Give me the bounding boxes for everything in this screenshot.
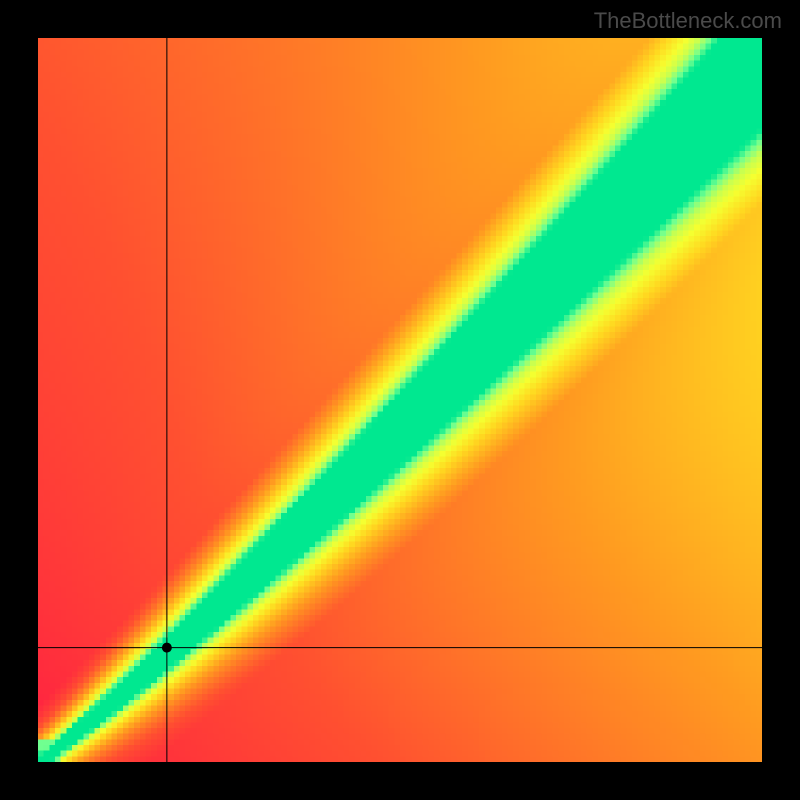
watermark-text: TheBottleneck.com [594, 8, 782, 34]
heatmap-chart [38, 38, 762, 762]
heatmap-canvas [38, 38, 762, 762]
